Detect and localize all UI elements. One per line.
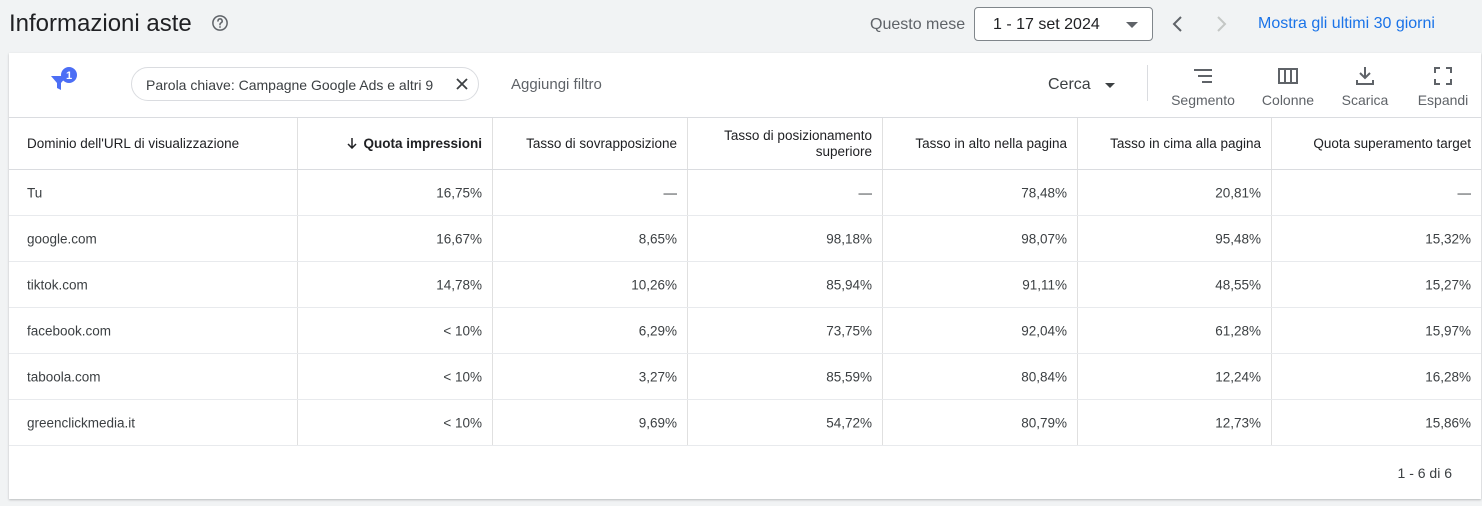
metric-cell: < 10% [297, 354, 492, 399]
search-button[interactable]: Cerca [1048, 76, 1091, 93]
metric-cell: 8,65% [492, 216, 687, 261]
date-range-label: Questo mese [870, 16, 966, 33]
metric-cell: 3,27% [492, 354, 687, 399]
domain-cell: greenclickmedia.it [27, 415, 136, 430]
download-button[interactable]: Scarica [1337, 65, 1393, 111]
metric-cell: 85,94% [687, 262, 882, 307]
table-row: greenclickmedia.it < 10% 9,69% 54,72% 80,79%… [9, 400, 1481, 446]
column-header-position-above-rate[interactable]: Tasso di posizionamento superiore [687, 118, 882, 169]
metric-cell: 9,69% [492, 400, 687, 445]
columns-button[interactable]: Colonne [1257, 65, 1319, 111]
table-toolbar: 1 Parola chiave: Campagne Google Ads e a… [9, 53, 1481, 118]
download-label: Scarica [1341, 92, 1389, 108]
segment-label: Segmento [1171, 92, 1235, 108]
column-header-abs-top-of-page-rate[interactable]: Tasso in cima alla pagina [1077, 118, 1271, 169]
column-header-overlap-rate[interactable]: Tasso di sovrapposizione [492, 118, 687, 169]
column-header-top-of-page-rate[interactable]: Tasso in alto nella pagina [882, 118, 1077, 169]
domain-cell: facebook.com [27, 323, 112, 338]
arrow-down-icon [347, 137, 357, 149]
table-row: tiktok.com 14,78% 10,26% 85,94% 91,11% 48,55%… [9, 262, 1481, 308]
metric-cell: 16,67% [297, 216, 492, 261]
filter-chip-label: Parola chiave: Campagne Google Ads e alt… [146, 77, 434, 93]
metric-cell: 98,18% [687, 216, 882, 261]
page-title: Informazioni aste [9, 10, 192, 37]
metric-cell: — [687, 170, 882, 215]
metric-cell: 78,48% [882, 170, 1077, 215]
chevron-down-icon [1126, 22, 1138, 28]
close-icon[interactable] [454, 76, 470, 92]
metric-cell: 12,24% [1077, 354, 1271, 399]
domain-cell: tiktok.com [27, 277, 88, 292]
metric-cell: 12,73% [1077, 400, 1271, 445]
metric-cell: 14,78% [297, 262, 492, 307]
columns-label: Colonne [1261, 92, 1315, 108]
table-footer: 1 - 6 di 6 [9, 446, 1481, 499]
filter-chip[interactable]: Parola chiave: Campagne Google Ads e alt… [131, 67, 479, 101]
fullscreen-icon [1434, 67, 1452, 85]
domain-cell: taboola.com [27, 369, 101, 384]
table-row: Tu 16,75% — —78,48% 20,81% — [9, 170, 1481, 216]
metric-cell: 15,86% [1271, 400, 1481, 445]
previous-period-button[interactable] [1166, 12, 1190, 36]
expand-label: Espandi [1417, 92, 1469, 108]
metric-cell: 15,97% [1271, 308, 1481, 353]
metric-cell: 95,48% [1077, 216, 1271, 261]
date-range-select[interactable]: 1 - 17 set 2024 [974, 7, 1153, 41]
metric-cell: 92,04% [882, 308, 1077, 353]
download-icon [1356, 67, 1374, 85]
toolbar-divider [1147, 65, 1148, 101]
metric-cell: 16,28% [1271, 354, 1481, 399]
auction-insights-card: 1 Parola chiave: Campagne Google Ads e a… [9, 53, 1481, 499]
expand-button[interactable]: Espandi [1411, 65, 1475, 111]
filter-count-badge: 1 [66, 70, 72, 82]
metric-cell: 6,29% [492, 308, 687, 353]
metric-cell: 85,59% [687, 354, 882, 399]
show-last-30-days-link[interactable]: Mostra gli ultimi 30 giorni [1258, 15, 1435, 32]
metric-cell: 80,84% [882, 354, 1077, 399]
metric-cell: 16,75% [297, 170, 492, 215]
metric-cell: 80,79% [882, 400, 1077, 445]
metric-cell: 20,81% [1077, 170, 1271, 215]
segment-icon [1194, 69, 1212, 83]
column-header-impression-share[interactable]: Quota impressioni [297, 118, 492, 169]
table-row: facebook.com < 10% 6,29% 73,75% 92,04% 61,28%… [9, 308, 1481, 354]
metric-cell: 10,26% [492, 262, 687, 307]
metric-cell: — [492, 170, 687, 215]
metric-cell: 61,28% [1077, 308, 1271, 353]
metric-cell: — [1271, 170, 1481, 215]
add-filter-button[interactable]: Aggiungi filtro [511, 76, 602, 93]
segment-button[interactable]: Segmento [1169, 65, 1237, 111]
table-row: google.com 16,67% 8,65% 98,18% 98,07% 95,48% 1… [9, 216, 1481, 262]
metric-cell: < 10% [297, 400, 492, 445]
table-header-row: Dominio dell'URL di visualizzazione Quot… [9, 118, 1481, 170]
page-header: Informazioni aste Questo mese 1 - 17 set… [0, 0, 1482, 52]
date-range-value: 1 - 17 set 2024 [993, 16, 1100, 33]
chevron-down-icon[interactable] [1105, 83, 1115, 88]
columns-icon [1278, 68, 1298, 84]
metric-cell: 54,72% [687, 400, 882, 445]
metric-cell: 15,32% [1271, 216, 1481, 261]
next-period-button[interactable] [1209, 12, 1233, 36]
column-header-outranking-share[interactable]: Quota superamento target [1271, 118, 1481, 169]
filter-icon[interactable]: 1 [49, 66, 79, 96]
pagination-status: 1 - 6 di 6 [1397, 465, 1452, 481]
metric-cell: 98,07% [882, 216, 1077, 261]
column-header-domain[interactable]: Dominio dell'URL di visualizzazione [27, 135, 240, 151]
table-row: taboola.com < 10% 3,27% 85,59% 80,84% 12,24% 1… [9, 354, 1481, 400]
metric-cell: 73,75% [687, 308, 882, 353]
metric-cell: < 10% [297, 308, 492, 353]
help-icon[interactable] [211, 14, 229, 32]
domain-cell: google.com [27, 231, 97, 246]
metric-cell: 48,55% [1077, 262, 1271, 307]
domain-cell: Tu [27, 185, 43, 200]
metric-cell: 91,11% [882, 262, 1077, 307]
metric-cell: 15,27% [1271, 262, 1481, 307]
